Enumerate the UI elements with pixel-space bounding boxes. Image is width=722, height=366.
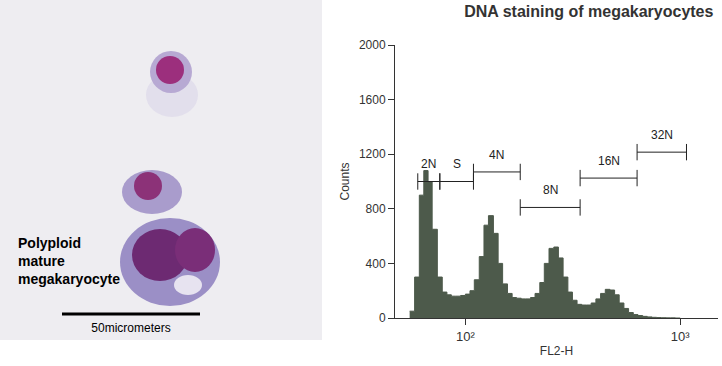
svg-text:10³: 10³ [671, 329, 690, 344]
svg-text:DNA staining of megakaryocytes: DNA staining of megakaryocytes [464, 3, 713, 20]
svg-text:Counts: Counts [338, 162, 352, 200]
svg-text:16N: 16N [598, 154, 620, 168]
svg-text:0: 0 [379, 311, 386, 325]
svg-text:4N: 4N [489, 148, 504, 162]
svg-text:400: 400 [366, 257, 386, 271]
svg-text:2N: 2N [421, 157, 436, 171]
svg-text:2000: 2000 [359, 38, 386, 52]
svg-text:32N: 32N [651, 128, 673, 142]
svg-text:10²: 10² [456, 329, 475, 344]
svg-text:1200: 1200 [359, 147, 386, 161]
svg-text:S: S [453, 157, 461, 171]
svg-text:FL2-H: FL2-H [540, 344, 573, 358]
svg-text:8N: 8N [543, 183, 558, 197]
svg-text:Polyploidmaturemegakaryocyte: Polyploidmaturemegakaryocyte [18, 235, 120, 287]
svg-text:50micrometers: 50micrometers [91, 321, 170, 335]
svg-text:800: 800 [366, 202, 386, 216]
svg-text:1600: 1600 [359, 93, 386, 107]
